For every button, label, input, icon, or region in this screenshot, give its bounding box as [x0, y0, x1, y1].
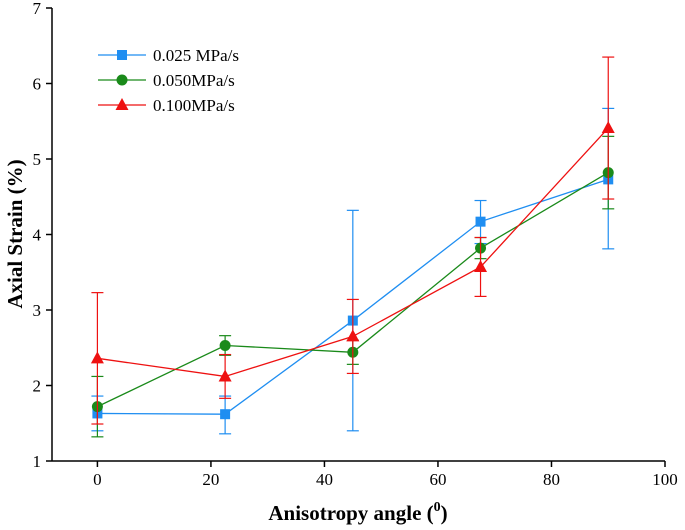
- x-tick-label: 100: [652, 470, 678, 489]
- x-axis-title-main: Anisotropy angle (: [268, 501, 433, 525]
- y-axis-title: Axial Strain (%): [3, 159, 27, 308]
- triangle-marker: [90, 351, 104, 364]
- x-axis-title-superscript: 0: [434, 500, 441, 515]
- square-marker: [117, 50, 127, 60]
- legend-label: 0.025 MPa/s: [153, 46, 239, 65]
- y-tick-label: 7: [33, 0, 42, 18]
- legend-item: 0.050MPa/s: [98, 71, 235, 90]
- triangle-marker: [474, 259, 488, 272]
- x-tick-label: 40: [316, 470, 333, 489]
- legend-item: 0.025 MPa/s: [98, 46, 239, 65]
- legend-label: 0.050MPa/s: [153, 71, 235, 90]
- x-tick-label: 80: [543, 470, 560, 489]
- y-tick-label: 5: [33, 150, 42, 169]
- legend-label: 0.100MPa/s: [153, 96, 235, 115]
- series-triangle: [90, 56, 615, 425]
- series-layer: [90, 56, 615, 438]
- axis-ticks: 0 20 40 60 80 100 1 2 3 4 5 6 7: [33, 0, 678, 489]
- legend: 0.025 MPa/s 0.050MPa/s 0.100MPa/s: [98, 46, 239, 115]
- y-tick-label: 6: [33, 75, 42, 94]
- square-marker: [220, 409, 231, 420]
- y-tick-label: 4: [33, 226, 42, 245]
- circle-marker: [116, 74, 128, 86]
- triangle-marker: [218, 369, 232, 382]
- y-tick-label: 1: [33, 452, 42, 471]
- x-tick-label: 0: [93, 470, 102, 489]
- x-tick-label: 20: [202, 470, 219, 489]
- plot-frame: [51, 8, 665, 462]
- triangle-marker: [115, 98, 129, 110]
- x-tick-label: 60: [429, 470, 446, 489]
- circle-marker: [219, 339, 231, 351]
- y-tick-label: 3: [33, 301, 42, 320]
- square-marker: [475, 216, 486, 227]
- triangle-marker: [601, 121, 615, 134]
- y-tick-label: 2: [33, 377, 42, 396]
- legend-item: 0.100MPa/s: [98, 96, 235, 115]
- x-axis-title: Anisotropy angle (0): [268, 500, 447, 525]
- series-square: [91, 107, 615, 435]
- triangle-marker: [346, 329, 360, 342]
- x-axis-title-close: ): [441, 501, 448, 525]
